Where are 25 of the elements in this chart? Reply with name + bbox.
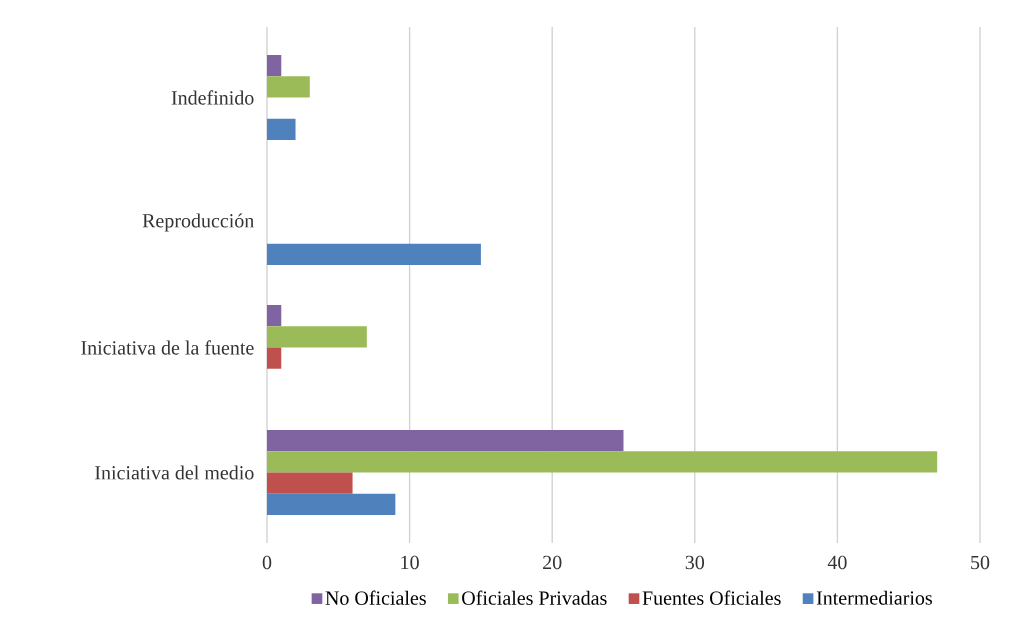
y-tick-label: Indefinido — [171, 90, 254, 105]
legend-label: Intermediarios — [816, 590, 932, 605]
legend-label: Oficiales Privadas — [462, 590, 607, 605]
bar — [267, 55, 282, 77]
x-tick-label: 10 — [401, 555, 419, 570]
bar — [267, 326, 367, 348]
bar — [267, 243, 481, 265]
x-tick-label: 40 — [827, 555, 847, 570]
x-tick-label: 50 — [971, 555, 990, 570]
y-tick-label: Reproducción — [142, 213, 255, 232]
bar — [267, 472, 353, 494]
x-tick-label: 20 — [543, 555, 562, 570]
bar — [267, 493, 396, 515]
x-tick-label: 0 — [262, 555, 272, 570]
legend-label: No Oficiales — [325, 590, 426, 605]
y-tick-label: Iniciativa del medio — [95, 465, 254, 480]
bar — [267, 429, 624, 452]
x-tick-label: 30 — [685, 555, 705, 570]
legend-label: Fuentes Oficiales — [642, 590, 781, 605]
bar — [267, 76, 310, 98]
bar — [267, 305, 282, 327]
bar — [267, 451, 938, 473]
y-tick-label: Iniciativa de la fuente — [81, 340, 254, 355]
bar — [267, 347, 282, 369]
bar — [267, 118, 296, 140]
